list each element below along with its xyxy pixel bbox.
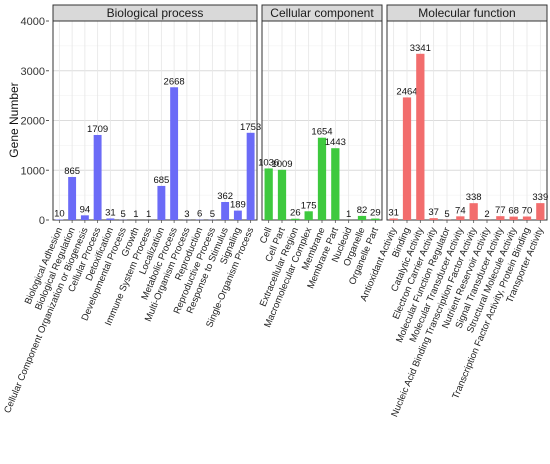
value-label-detoxification: 31	[105, 207, 116, 218]
value-label-cellular-process: 1709	[87, 124, 108, 135]
value-label-single-organism-process: 1753	[240, 122, 261, 133]
panel-title-biological-process: Biological process	[107, 6, 204, 20]
panel-title-cellular-component: Cellular component	[270, 6, 374, 20]
value-label-binding: 2464	[396, 86, 417, 97]
bar-cell-part	[278, 170, 286, 220]
y-axis-label: Gene Number	[7, 82, 21, 157]
y-tick-label: 2000	[21, 116, 45, 128]
bar-antioxidant-activity	[390, 218, 398, 220]
value-label-membrane-part: 1443	[325, 137, 346, 148]
bar-structural-molecule-activity	[510, 217, 518, 220]
value-label-reproduction: 6	[197, 209, 202, 220]
bar-membrane	[318, 138, 326, 220]
y-tick-label: 3000	[21, 66, 45, 78]
value-label-membrane: 1654	[311, 127, 332, 138]
bar-metabolic-process	[170, 87, 178, 220]
bar-signal-transducer-activity	[496, 216, 504, 220]
bar-binding	[403, 97, 411, 220]
value-label-reproductive-process: 5	[210, 209, 215, 220]
value-label-signal-transducer-activity: 77	[495, 205, 506, 216]
value-label-metabolic-process: 2668	[164, 76, 185, 87]
value-label-extracellular-region: 26	[290, 208, 301, 219]
value-label-developmental-process: 5	[120, 209, 125, 220]
bar-molecular-transducer-activity	[456, 216, 464, 220]
bar-response-to-stimulus	[221, 202, 229, 220]
value-label-molecular-transducer-activity: 74	[455, 205, 466, 216]
bar-membrane-part	[331, 148, 339, 220]
value-label-biological-adhesion: 10	[54, 209, 65, 220]
bar-extracellular-region	[291, 219, 299, 220]
bar-electron-carrier-activity	[430, 218, 438, 220]
bar-signaling	[234, 211, 242, 220]
value-label-macromolecular-complex: 175	[301, 200, 317, 211]
value-label-nucleic-acid-binding-transcription-factor-activity: 338	[466, 192, 482, 203]
value-label-signaling: 189	[230, 200, 246, 211]
value-label-catalytic-activity: 3341	[410, 43, 431, 54]
value-label-structural-molecule-activity: 68	[508, 206, 519, 217]
value-label-cell-part: 1009	[271, 159, 292, 170]
value-label-multi-organism-process: 3	[184, 209, 189, 220]
bar-macromolecular-complex	[305, 211, 313, 220]
value-label-nutrient-reservoir-activity: 2	[484, 209, 489, 220]
y-tick-label: 4000	[21, 16, 45, 28]
bar-organelle-part	[371, 219, 379, 220]
bar-cellular-component-organization-or-biogenesis	[81, 215, 89, 220]
bar-transporter-activity	[536, 203, 544, 220]
value-label-growth: 1	[133, 209, 138, 220]
value-label-electron-carrier-activity: 37	[428, 207, 439, 218]
bar-detoxification	[106, 218, 114, 220]
panel-title-molecular-function: Molecular function	[418, 6, 515, 20]
bar-organelle	[358, 216, 366, 220]
bar-cell	[265, 168, 273, 220]
bar-localization	[157, 186, 165, 220]
value-label-biological-regulation: 865	[64, 166, 80, 177]
bar-biological-regulation	[68, 177, 76, 220]
bar-catalytic-activity	[416, 54, 424, 220]
bar-cellular-process	[94, 135, 102, 220]
value-label-molecular-function-regulator: 5	[444, 209, 449, 220]
bar-single-organism-process	[247, 133, 255, 220]
value-label-organelle-part: 29	[370, 208, 381, 219]
value-label-antioxidant-activity: 31	[388, 207, 399, 218]
value-label-organelle: 82	[357, 205, 368, 216]
value-label-localization: 685	[153, 175, 169, 186]
y-tick-label: 0	[39, 215, 45, 227]
bar-transcription-factor-activity-protein-binding	[523, 217, 531, 220]
bar-nucleic-acid-binding-transcription-factor-activity	[470, 203, 478, 220]
value-label-transcription-factor-activity-protein-binding: 70	[522, 206, 533, 217]
value-label-cellular-component-organization-or-biogenesis: 94	[80, 204, 91, 215]
value-label-transporter-activity: 339	[532, 192, 548, 203]
y-tick-label: 1000	[21, 165, 45, 177]
value-label-immune-system-process: 1	[146, 209, 151, 220]
value-label-nucleoid: 1	[346, 209, 351, 220]
